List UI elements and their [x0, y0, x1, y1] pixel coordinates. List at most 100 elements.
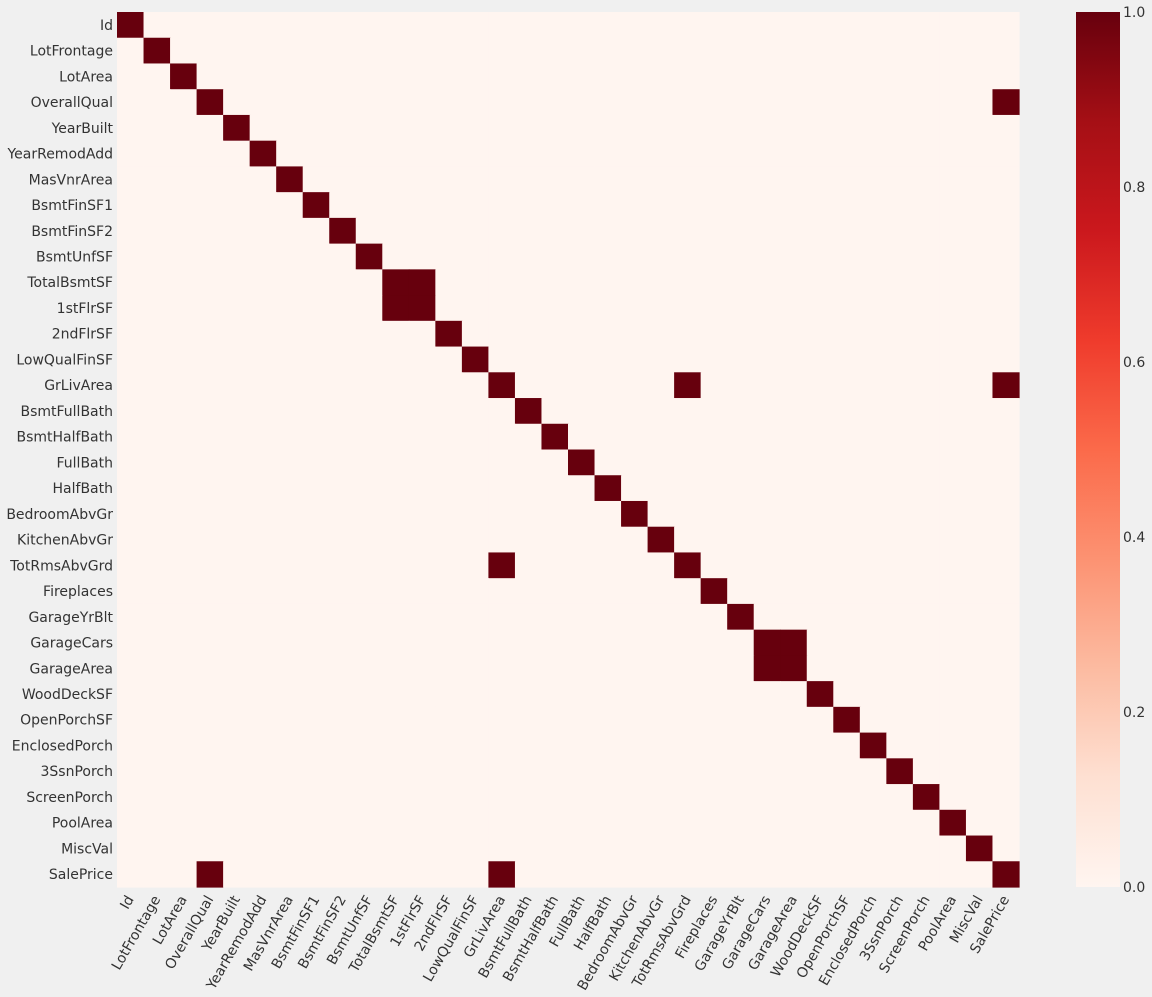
heatmap-cell	[886, 526, 914, 554]
heatmap-cell	[196, 603, 224, 631]
heatmap-cell	[674, 192, 702, 219]
heatmap-cell	[302, 603, 330, 631]
y-tick-label: GarageCars	[30, 636, 113, 652]
heatmap-cell	[859, 12, 887, 39]
heatmap-cell	[435, 320, 463, 348]
heatmap-cell	[249, 398, 277, 425]
heatmap-cell	[806, 758, 834, 785]
heatmap-cell	[408, 732, 436, 759]
heatmap-cell	[170, 706, 198, 734]
heatmap-cell	[382, 269, 410, 296]
heatmap-cell	[302, 681, 330, 708]
heatmap-cell	[461, 784, 490, 811]
heatmap-cell	[965, 192, 994, 219]
heatmap-cell	[568, 552, 596, 579]
heatmap-cell	[780, 243, 808, 270]
heatmap-cell	[647, 12, 675, 39]
heatmap-cell	[912, 243, 941, 270]
heatmap-cell	[965, 295, 994, 322]
heatmap-cell	[992, 37, 1020, 65]
heatmap-cell	[143, 243, 171, 270]
heatmap-cell	[196, 500, 224, 528]
heatmap-cell	[143, 217, 171, 245]
heatmap-cell	[461, 243, 490, 270]
heatmap-cell	[621, 449, 649, 476]
heatmap-cell	[912, 475, 941, 502]
heatmap-cell	[753, 835, 781, 862]
heatmap-cell	[674, 114, 702, 142]
heatmap-cell	[223, 166, 251, 193]
heatmap-cell	[621, 629, 649, 656]
heatmap-cell	[912, 295, 941, 322]
heatmap-cell	[223, 526, 251, 554]
heatmap-cell	[461, 346, 490, 373]
heatmap-cell	[249, 295, 277, 322]
heatmap-cell	[117, 243, 145, 270]
heatmap-cell	[302, 835, 330, 862]
heatmap-cell	[594, 12, 622, 39]
heatmap-cell	[568, 758, 596, 785]
heatmap-cell	[727, 243, 755, 270]
heatmap-cell	[674, 346, 702, 373]
heatmap-cell	[568, 243, 596, 270]
heatmap-cell	[594, 89, 622, 116]
heatmap-cell	[170, 655, 198, 682]
heatmap-cell	[435, 372, 463, 399]
heatmap-cell	[488, 346, 516, 373]
heatmap-cell	[647, 784, 675, 811]
heatmap-cell	[965, 37, 994, 65]
heatmap-cell	[408, 166, 436, 193]
heatmap-cell	[621, 295, 649, 322]
heatmap-cell	[912, 346, 941, 373]
heatmap-cell	[594, 449, 622, 476]
heatmap-cell	[753, 861, 781, 888]
heatmap-cell	[859, 37, 887, 65]
heatmap-cell	[806, 732, 834, 759]
heatmap-cell	[912, 89, 941, 116]
heatmap-cell	[806, 578, 834, 605]
heatmap-cell	[355, 37, 383, 65]
heatmap-cell	[514, 269, 543, 296]
heatmap-cell	[621, 603, 649, 631]
heatmap-cell	[992, 398, 1020, 425]
heatmap-cell	[223, 706, 251, 734]
heatmap-cell	[408, 243, 436, 270]
heatmap-cell	[886, 166, 914, 193]
heatmap-cell	[859, 449, 887, 476]
heatmap-cell	[408, 114, 436, 142]
heatmap-cell	[727, 655, 755, 682]
heatmap-cell	[886, 629, 914, 656]
heatmap-cell	[170, 475, 198, 502]
heatmap-cell	[753, 629, 781, 656]
heatmap-cell	[700, 372, 728, 399]
heatmap-cell	[568, 861, 596, 888]
heatmap-cell	[647, 295, 675, 322]
heatmap-cell	[302, 140, 330, 168]
heatmap-cell	[355, 217, 383, 245]
heatmap-cell	[621, 552, 649, 579]
heatmap-cell	[435, 784, 463, 811]
heatmap-cell	[276, 552, 304, 579]
heatmap-cell	[939, 758, 967, 785]
heatmap-cell	[647, 63, 675, 90]
heatmap-cell	[143, 706, 171, 734]
heatmap-cell	[621, 500, 649, 528]
heatmap-cell	[780, 758, 808, 785]
heatmap-cell	[700, 398, 728, 425]
heatmap-cell	[886, 758, 914, 785]
heatmap-cell	[461, 681, 490, 708]
heatmap-cell	[329, 526, 357, 554]
heatmap-cell	[329, 372, 357, 399]
heatmap-cell	[727, 398, 755, 425]
heatmap-cell	[541, 423, 569, 451]
heatmap-cell	[435, 269, 463, 296]
heatmap-cell	[435, 63, 463, 90]
heatmap-cell	[806, 809, 834, 837]
heatmap-cell	[833, 475, 861, 502]
heatmap-cell	[382, 217, 410, 245]
heatmap-cell	[276, 603, 304, 631]
heatmap-cell	[223, 140, 251, 168]
heatmap-cell	[514, 37, 543, 65]
colorbar-tick-label: 0.8	[1123, 180, 1145, 196]
heatmap-cell	[514, 500, 543, 528]
